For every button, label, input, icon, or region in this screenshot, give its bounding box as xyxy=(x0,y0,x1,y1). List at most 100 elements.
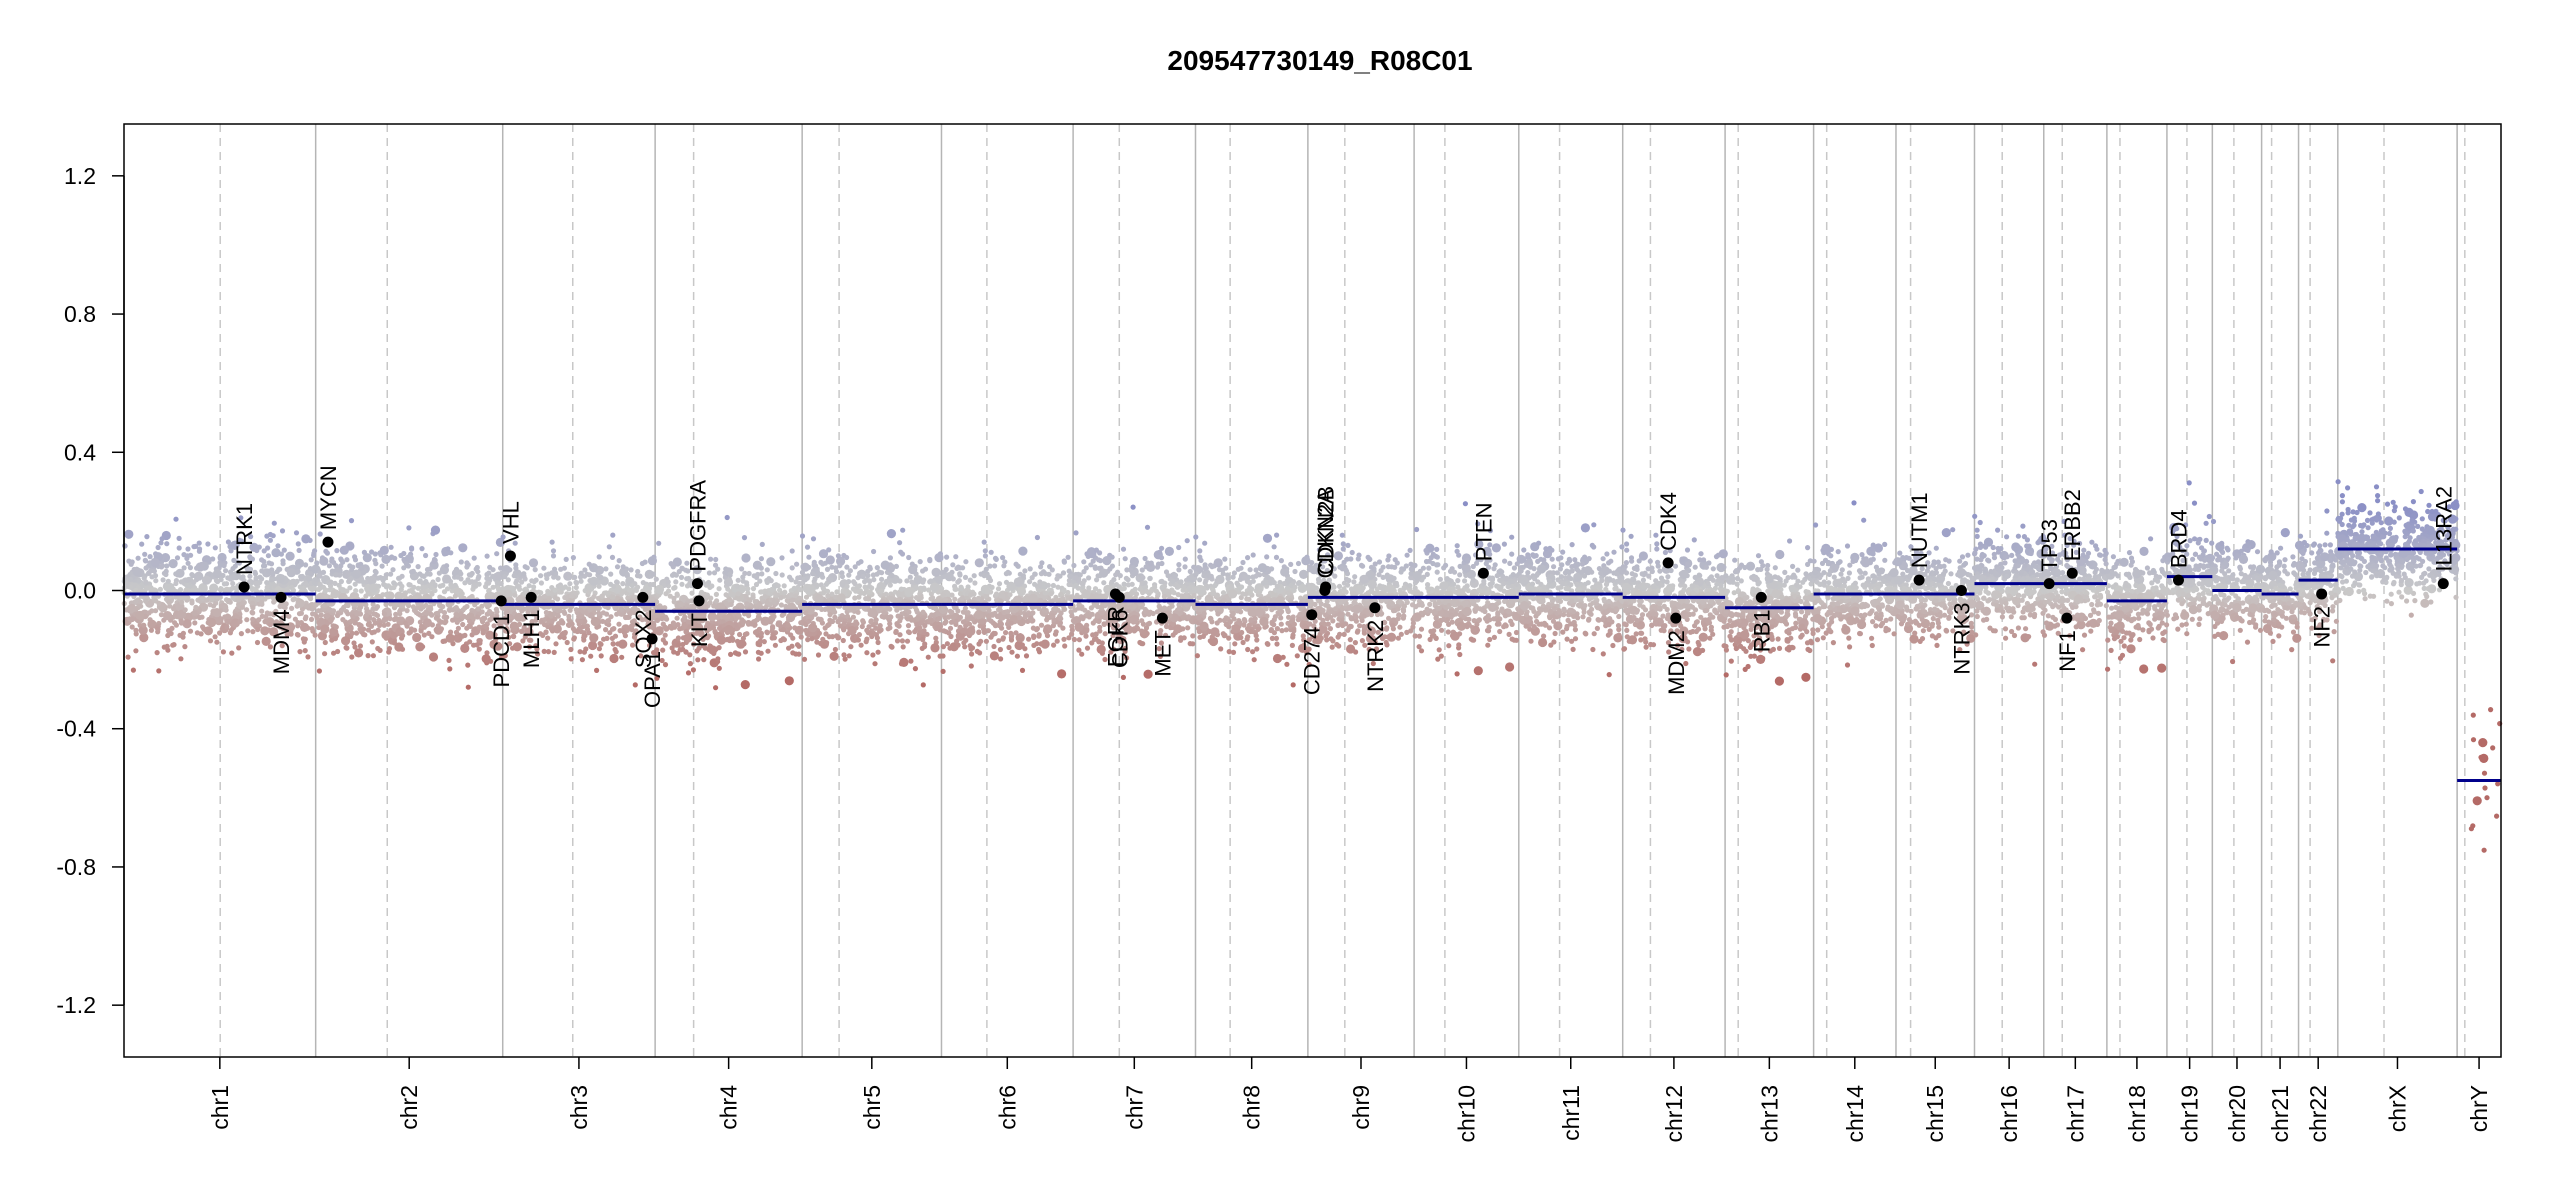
probe-point xyxy=(528,558,539,568)
probe-point xyxy=(736,651,742,657)
probe-point xyxy=(204,597,210,603)
probe-point xyxy=(802,564,808,571)
probe-point xyxy=(740,574,746,580)
probe-point xyxy=(253,581,259,587)
probe-point xyxy=(415,564,421,570)
probe-point xyxy=(400,633,406,639)
probe-point xyxy=(212,608,222,618)
probe-point xyxy=(260,563,267,569)
probe-point xyxy=(509,621,519,631)
probe-point xyxy=(810,536,817,542)
probe-point xyxy=(318,612,324,618)
probe-point xyxy=(1352,640,1358,646)
probe-point xyxy=(372,551,378,557)
probe-point xyxy=(320,569,327,576)
probe-point xyxy=(717,577,723,583)
probe-point xyxy=(610,532,616,538)
probe-point xyxy=(365,590,371,596)
probe-point xyxy=(1218,646,1224,652)
probe-point xyxy=(865,572,871,579)
probe-point xyxy=(603,590,609,596)
probe-point xyxy=(143,598,149,604)
probe-point xyxy=(247,573,253,579)
probe-point xyxy=(606,544,612,550)
probe-point xyxy=(609,554,616,561)
probe-point xyxy=(141,622,147,628)
probe-point xyxy=(130,667,136,673)
probe-point xyxy=(265,545,271,551)
probe-point xyxy=(896,623,902,629)
probe-point xyxy=(259,557,265,563)
probe-point xyxy=(1271,544,1277,550)
probe-point xyxy=(330,589,340,599)
probe-point xyxy=(458,571,464,577)
probe-point xyxy=(927,558,933,564)
probe-point xyxy=(247,579,253,585)
probe-point xyxy=(728,601,734,608)
probe-point xyxy=(860,573,866,580)
probe-point xyxy=(752,560,763,570)
probe-point xyxy=(303,603,309,609)
probe-point xyxy=(1284,661,1290,667)
probe-point xyxy=(578,570,584,576)
probe-point xyxy=(295,598,305,608)
probe-point xyxy=(1074,622,1084,632)
probe-point xyxy=(1185,625,1191,631)
probe-point xyxy=(871,577,877,583)
probe-point xyxy=(178,618,184,624)
probe-point xyxy=(1096,588,1102,594)
probe-point xyxy=(1237,620,1243,626)
probe-point xyxy=(411,584,417,590)
probe-point xyxy=(128,584,134,590)
probe-point xyxy=(1245,555,1251,561)
probe-point xyxy=(1051,642,1057,648)
probe-point xyxy=(424,610,430,616)
probe-point xyxy=(1139,618,1145,624)
probe-point xyxy=(391,640,397,646)
probe-point xyxy=(1120,674,1126,681)
probe-point xyxy=(859,623,865,630)
probe-point xyxy=(1231,624,1241,634)
probe-point xyxy=(151,568,157,574)
probe-point xyxy=(1247,590,1253,596)
probe-point xyxy=(361,549,367,556)
probe-point xyxy=(435,623,441,629)
probe-point xyxy=(408,558,414,564)
probe-point xyxy=(494,551,500,557)
probe-point xyxy=(360,578,366,585)
probe-point xyxy=(635,568,641,575)
probe-point xyxy=(357,622,363,628)
probe-point xyxy=(265,553,271,559)
probe-point xyxy=(381,622,387,628)
probe-point xyxy=(806,618,812,624)
probe-point xyxy=(685,670,692,676)
probe-point xyxy=(164,563,170,569)
probe-point xyxy=(228,586,234,593)
probe-point xyxy=(401,565,407,571)
probe-point xyxy=(759,589,765,595)
probe-point xyxy=(161,644,167,650)
probe-point xyxy=(285,551,295,561)
probe-point xyxy=(781,590,787,596)
probe-point xyxy=(250,616,256,622)
probe-point xyxy=(1174,583,1180,589)
probe-point xyxy=(1058,616,1064,622)
probe-point xyxy=(165,647,171,653)
probe-point xyxy=(1250,552,1256,558)
probe-point xyxy=(928,578,934,584)
probe-point xyxy=(996,581,1003,587)
probe-point xyxy=(701,657,707,663)
probe-point xyxy=(214,639,220,645)
probe-point xyxy=(799,533,806,539)
probe-point xyxy=(909,579,915,585)
probe-point xyxy=(1093,618,1099,624)
probe-point xyxy=(881,610,887,616)
probe-point xyxy=(316,608,322,614)
probe-point xyxy=(281,601,287,607)
probe-point xyxy=(159,536,165,542)
probe-point xyxy=(957,572,963,578)
probe-point xyxy=(455,574,461,580)
probe-point xyxy=(724,625,734,635)
probe-point xyxy=(596,605,602,611)
probe-point xyxy=(429,591,435,597)
